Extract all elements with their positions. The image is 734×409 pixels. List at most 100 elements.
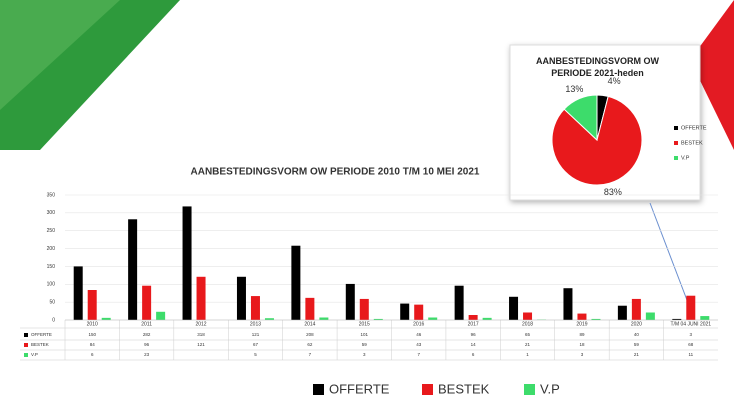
table-row-label: OFFERTE: [31, 332, 52, 337]
table-cell: 11: [688, 352, 693, 357]
table-cell: 68: [688, 342, 694, 347]
arrow: [650, 203, 690, 308]
pie-value-label: 13%: [565, 84, 583, 94]
legend-key: [524, 384, 535, 395]
y-tick-label: 300: [47, 210, 56, 216]
table-legend-key: [24, 353, 28, 357]
y-tick-label: 100: [47, 282, 56, 288]
legend-label: OFFERTE: [329, 381, 390, 396]
bar: [577, 314, 586, 320]
legend-label: OFFERTE: [681, 125, 707, 131]
legend-label: BESTEK: [438, 381, 490, 396]
x-tick-label: 2011: [141, 321, 152, 327]
bar: [74, 266, 83, 320]
bar: [128, 219, 137, 320]
table-cell: 1: [526, 352, 529, 357]
bar: [156, 312, 165, 320]
table-cell: 46: [416, 332, 422, 337]
bar: [686, 296, 695, 320]
legend-label: V.P: [681, 155, 690, 161]
x-tick-label: 2020: [631, 321, 642, 327]
pie-title: AANBESTEDINGSVORM OW PERIODE 2021-heden: [525, 55, 670, 79]
table-cell: 89: [579, 332, 585, 337]
table-cell: 121: [252, 332, 260, 337]
bar: [455, 286, 464, 320]
table-cell: 318: [197, 332, 205, 337]
bar: [632, 299, 641, 320]
bar: [414, 305, 423, 320]
table-cell: 84: [90, 342, 96, 347]
x-tick-label: 2018: [522, 321, 533, 327]
bar: [237, 277, 246, 320]
table-cell: 23: [144, 352, 150, 357]
bar: [428, 318, 437, 321]
bar: [319, 318, 328, 321]
bar: [483, 318, 492, 320]
bar: [251, 296, 260, 320]
bar: [646, 313, 655, 321]
y-tick-label: 0: [52, 317, 55, 323]
legend-label: BESTEK: [681, 140, 703, 146]
table-cell: 21: [525, 342, 531, 347]
table-legend-key: [24, 333, 28, 337]
slide: AANBESTEDINGSVORM OW PERIODE 2010 T/M 10…: [0, 0, 734, 409]
table-cell: 6: [472, 352, 475, 357]
bar: [400, 304, 409, 320]
bar: [618, 306, 627, 320]
legend-key: [422, 384, 433, 395]
table-cell: 3: [690, 332, 693, 337]
legend-key: [313, 384, 324, 395]
bar: [197, 277, 206, 320]
table-cell: 62: [307, 342, 313, 347]
bar: [523, 313, 532, 321]
table-cell: 40: [634, 332, 640, 337]
table-cell: 6: [91, 352, 94, 357]
bar: [469, 315, 478, 320]
table-cell: 150: [88, 332, 96, 337]
y-tick-label: 150: [47, 264, 56, 270]
table-cell: 3: [363, 352, 366, 357]
y-tick-label: 200: [47, 246, 56, 252]
pie-value-label: 83%: [604, 187, 622, 197]
bar: [563, 288, 572, 320]
table-cell: 282: [143, 332, 151, 337]
x-tick-label: 2014: [304, 321, 315, 327]
y-tick-label: 350: [47, 192, 56, 198]
x-tick-label: 2019: [576, 321, 587, 327]
table-cell: 7: [417, 352, 420, 357]
legend-label: V.P: [540, 381, 560, 396]
table-cell: 59: [634, 342, 640, 347]
bar: [700, 316, 709, 320]
chart-title: AANBESTEDINGSVORM OW PERIODE 2010 T/M 10…: [191, 167, 480, 178]
table-cell: 121: [197, 342, 205, 347]
y-tick-label: 50: [49, 299, 55, 305]
x-tick-label: 2016: [413, 321, 424, 327]
table-row-label: BESTEK: [31, 342, 49, 347]
bar: [142, 286, 151, 320]
x-tick-label: 2012: [195, 321, 206, 327]
bar: [291, 246, 300, 320]
table-cell: 208: [306, 332, 314, 337]
bar: [509, 297, 518, 320]
bar: [183, 206, 192, 320]
bar: [102, 318, 111, 320]
table-cell: 3: [581, 352, 584, 357]
x-tick-label: 2015: [359, 321, 370, 327]
table-cell: 96: [471, 332, 477, 337]
table-cell: 5: [254, 352, 257, 357]
x-tick-label: 2013: [250, 321, 261, 327]
table-row-label: V.P: [31, 352, 38, 357]
x-tick-label: 2010: [87, 321, 98, 327]
x-tick-label: T/M 04 JUNI 2021: [671, 321, 712, 327]
table-cell: 18: [579, 342, 585, 347]
table-cell: 21: [634, 352, 640, 357]
table-cell: 59: [362, 342, 368, 347]
table-cell: 65: [525, 332, 531, 337]
table-cell: 67: [253, 342, 259, 347]
table-cell: 14: [471, 342, 477, 347]
table-legend-key: [24, 343, 28, 347]
bar: [88, 290, 97, 320]
table-cell: 96: [144, 342, 150, 347]
table-cell: 101: [361, 332, 369, 337]
x-tick-label: 2017: [468, 321, 479, 327]
